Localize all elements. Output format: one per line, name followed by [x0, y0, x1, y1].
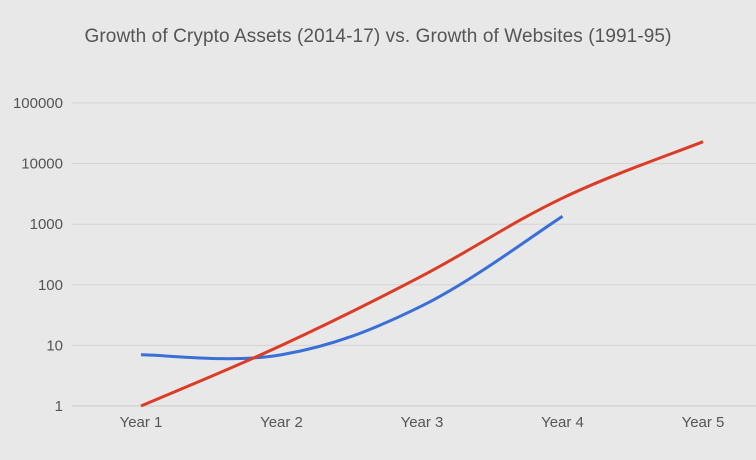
y-tick-label: 1000: [30, 216, 63, 233]
x-axis-tick-labels: Year 1 Year 2 Year 3 Year 4 Year 5: [120, 414, 725, 431]
series-line-1: [140, 215, 564, 361]
x-tick-label: Year 3: [401, 414, 444, 431]
series-line-2: [140, 140, 704, 408]
x-tick-label: Year 2: [260, 414, 303, 431]
y-tick-label: 10: [46, 337, 63, 354]
x-tick-label: Year 4: [541, 414, 584, 431]
y-tick-label: 1: [55, 398, 63, 415]
y-tick-label: 100000: [13, 95, 63, 112]
y-tick-label: 10000: [21, 156, 63, 173]
x-tick-label: Year 1: [120, 414, 163, 431]
y-axis-tick-labels: 1 10 100 1000 10000 100000: [13, 95, 63, 415]
gridlines: [72, 102, 756, 407]
series-lines: [140, 140, 704, 408]
x-tick-label: Year 5: [682, 414, 725, 431]
chart-title: Growth of Crypto Assets (2014-17) vs. Gr…: [84, 26, 672, 47]
y-tick-label: 100: [38, 277, 63, 294]
